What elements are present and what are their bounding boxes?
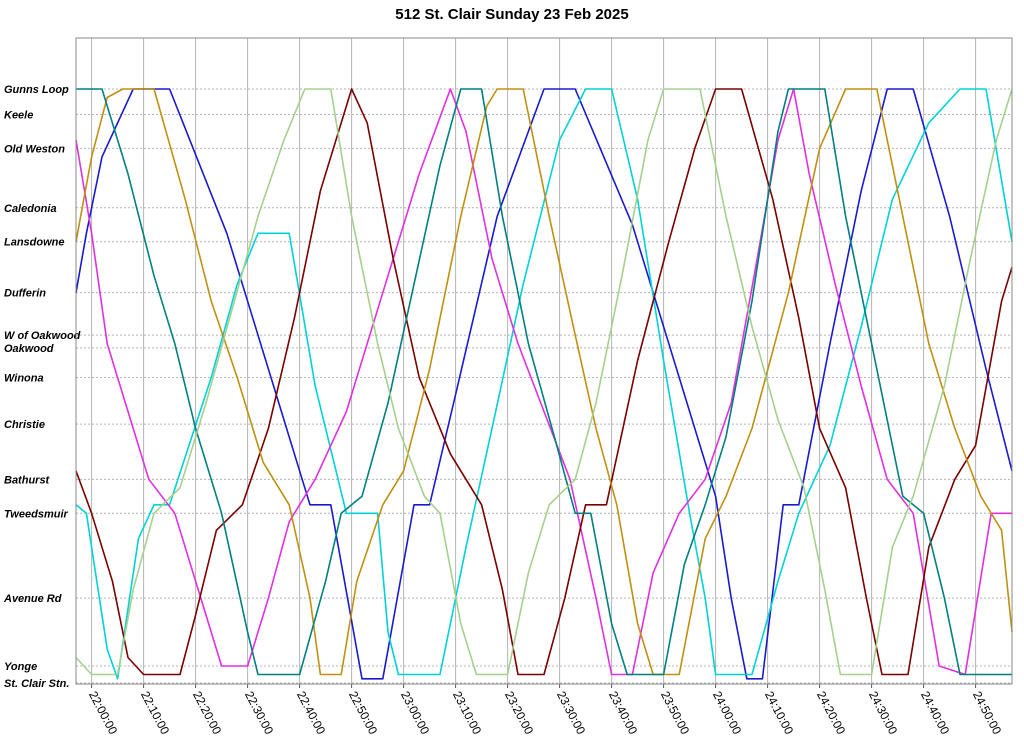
vehicle-line-4 — [75, 88, 1013, 676]
x-tick-label-6: 23:00:00 — [398, 689, 432, 737]
x-tick-label-10: 23:40:00 — [606, 689, 640, 737]
stop-label-0: Gunns Loop — [4, 84, 69, 96]
grid-layer — [76, 38, 1012, 684]
stop-label-4: Lansdowne — [4, 237, 65, 249]
x-tick-label-4: 22:40:00 — [294, 689, 328, 737]
x-tick-label-3: 22:30:00 — [242, 689, 276, 737]
chart-title: 512 St. Clair Sunday 23 Feb 2025 — [395, 6, 629, 23]
x-tick-label-0: 22:00:00 — [86, 689, 120, 737]
x-tick-label-5: 22:50:00 — [346, 689, 380, 737]
plot-frame — [75, 37, 1013, 685]
vehicle-line-0 — [75, 88, 1013, 680]
x-tick-label-12: 24:00:00 — [710, 689, 744, 737]
vehicle-line-1 — [75, 88, 1013, 680]
x-tick-label-17: 24:50:00 — [970, 689, 1004, 737]
x-tick-label-9: 23:30:00 — [554, 689, 588, 737]
stop-label-7: Oakwood — [4, 343, 54, 355]
stop-label-9: Christie — [4, 419, 45, 431]
vehicle-line-6 — [75, 88, 1013, 676]
vehicle-line-5 — [76, 88, 1012, 676]
stop-label-3: Caledonia — [4, 203, 57, 215]
stop-label-12: Avenue Rd — [3, 593, 62, 605]
x-tick-label-14: 24:20:00 — [814, 689, 848, 737]
x-tick-label-16: 24:40:00 — [918, 689, 952, 737]
x-tick-label-13: 24:10:00 — [762, 689, 796, 737]
stop-label-14: St. Clair Stn. — [4, 678, 69, 690]
x-tick-label-7: 23:10:00 — [450, 689, 484, 737]
stop-label-10: Bathurst — [4, 474, 51, 486]
stop-label-8: Winona — [4, 373, 44, 385]
stop-label-6: W of Oakwood — [4, 330, 81, 342]
vehicle-line-3 — [75, 88, 1013, 676]
stop-label-13: Yonge — [4, 661, 37, 673]
stop-label-5: Dufferin — [4, 288, 46, 300]
x-tick-label-8: 23:20:00 — [502, 689, 536, 737]
time-label-layer: 22:00:00 22:10:00 22:20:00 22:30:00 22:40:00… — [86, 684, 1004, 737]
stop-label-2: Old Weston — [4, 143, 65, 155]
stop-label-layer: Gunns Loop Keele Old Weston Caledonia Lansdo… — [3, 84, 81, 690]
x-tick-label-11: 23:50:00 — [658, 689, 692, 737]
x-tick-label-2: 22:20:00 — [190, 689, 224, 737]
stop-label-11: Tweedsmuir — [4, 508, 68, 520]
series-layer — [75, 88, 1013, 680]
x-tick-label-15: 24:30:00 — [866, 689, 900, 737]
stop-label-1: Keele — [4, 109, 33, 121]
x-tick-label-1: 22:10:00 — [138, 689, 172, 737]
